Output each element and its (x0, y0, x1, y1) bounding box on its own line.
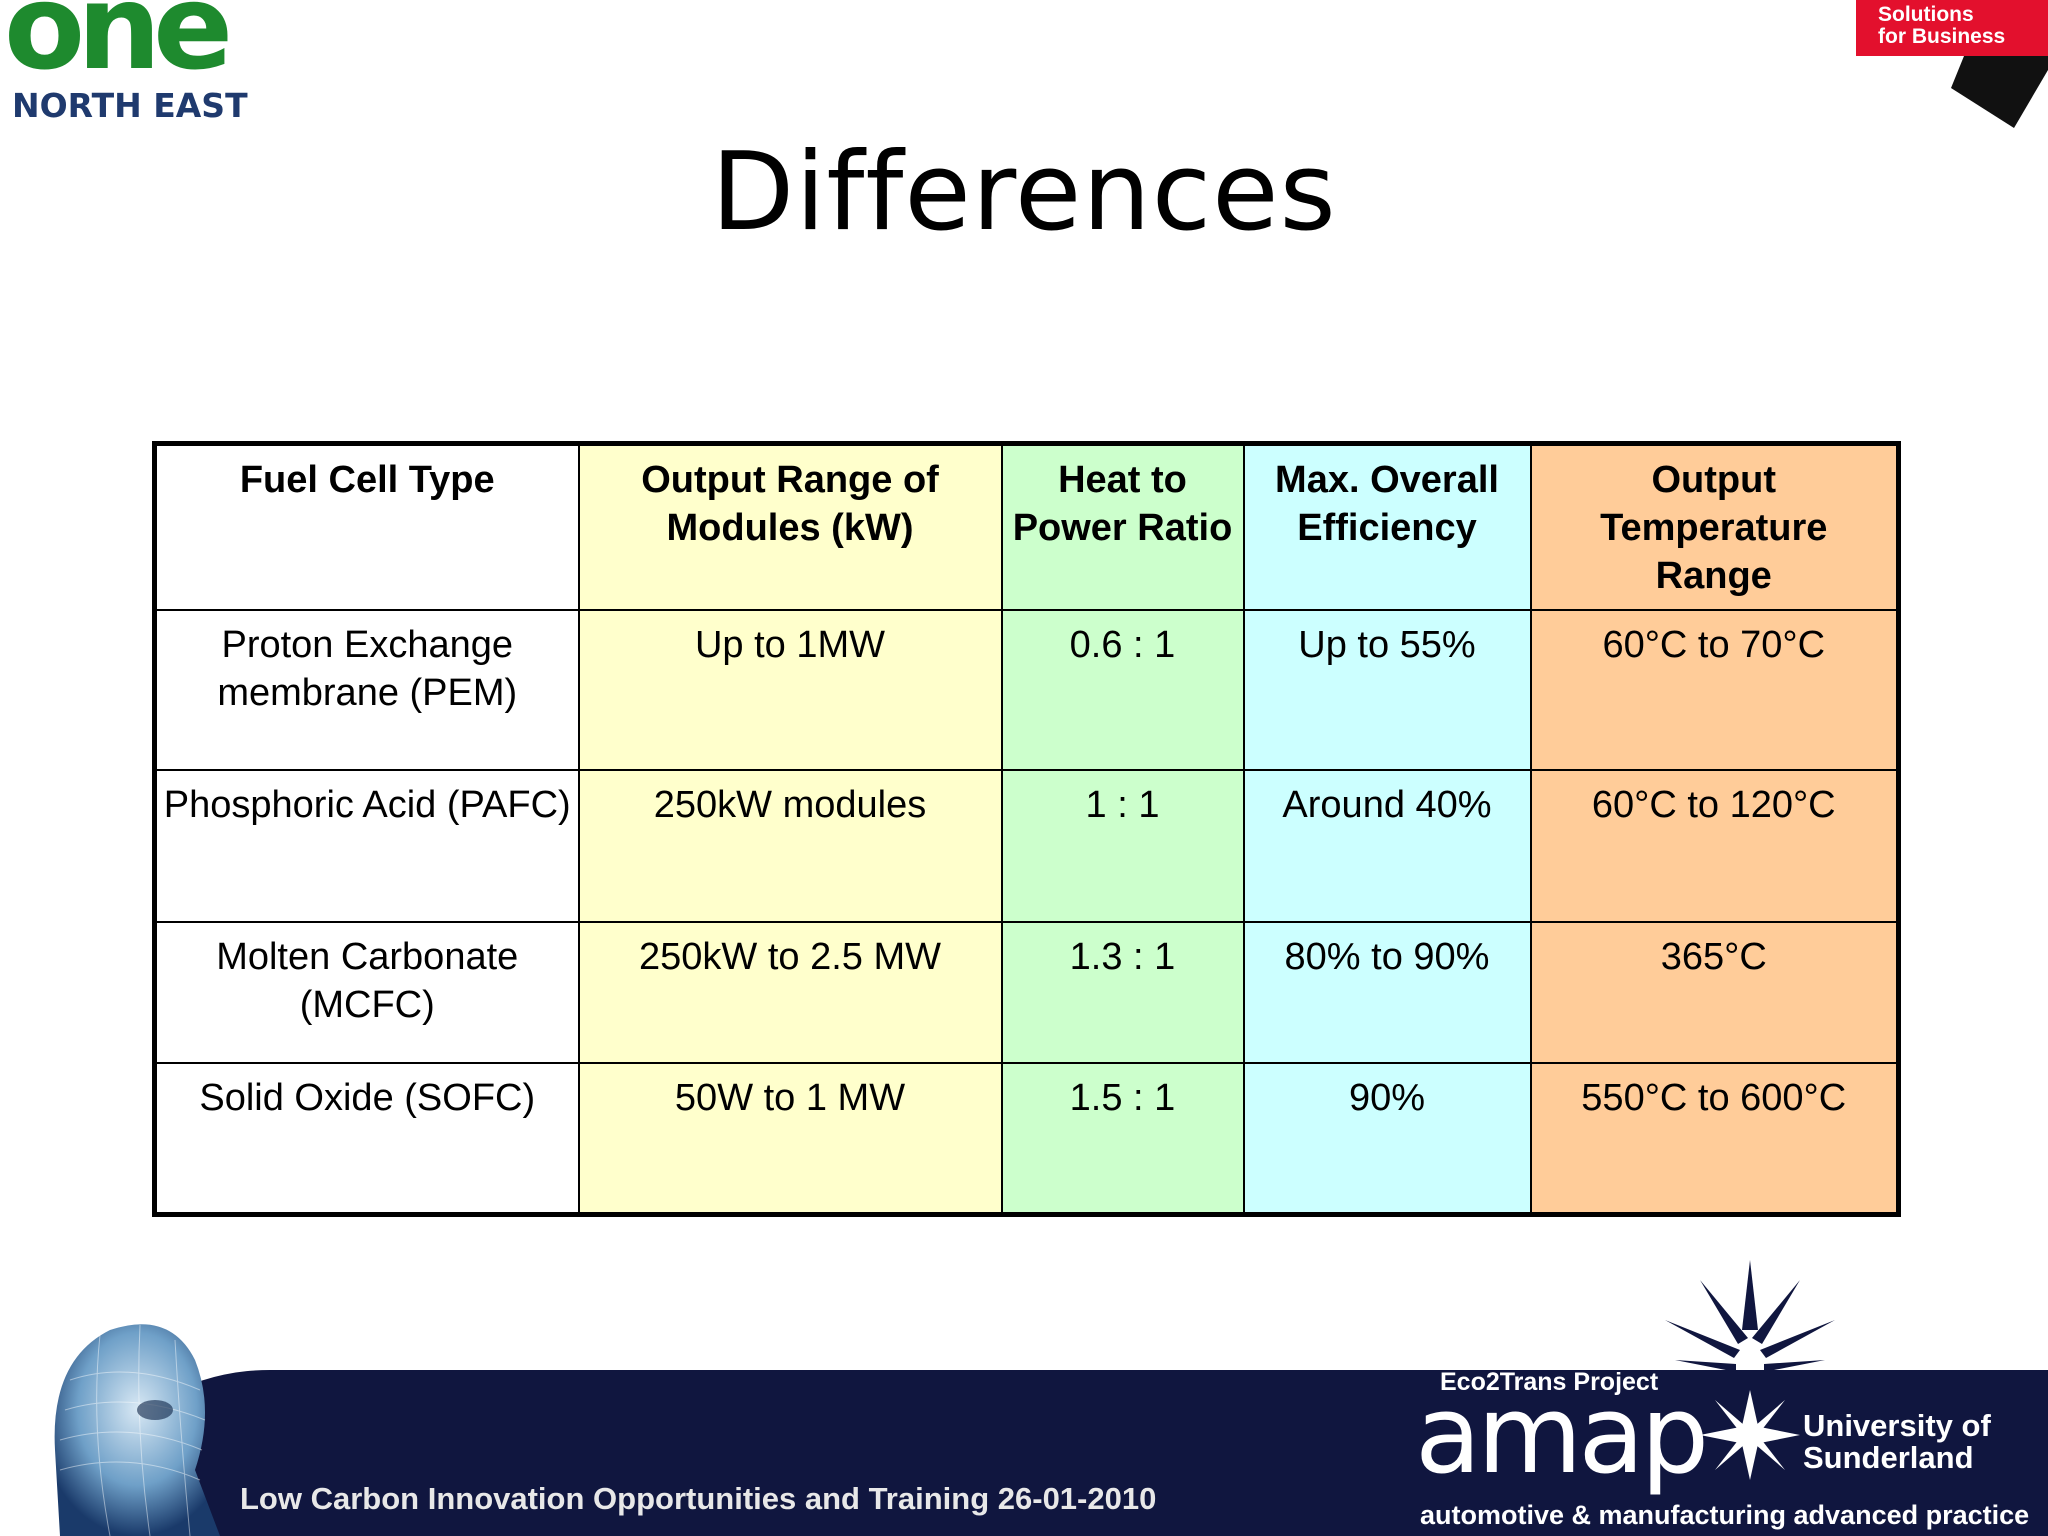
badge-black-ribbon (1951, 56, 2048, 128)
cell-temperature: 550°C to 600°C (1529, 1062, 1900, 1215)
amap-tagline: automotive & manufacturing advanced prac… (1420, 1500, 2030, 1530)
header-fuel-cell-type: Fuel Cell Type (153, 442, 580, 611)
header-output-temperature: Output Temperature Range (1529, 442, 1900, 611)
cell-temperature: 60°C to 120°C (1529, 769, 1900, 923)
slide-title: Differences (711, 130, 1337, 255)
cell-temperature: 60°C to 70°C (1529, 609, 1900, 771)
cell-output: 250kW to 2.5 MW (577, 921, 1003, 1064)
cell-ratio: 1 : 1 (1000, 769, 1245, 923)
cell-type: Phosphoric Acid (PAFC) (153, 769, 580, 923)
cell-output: 50W to 1 MW (577, 1062, 1003, 1215)
cell-efficiency: Up to 55% (1242, 609, 1532, 771)
table-header-row: Fuel Cell Type Output Range of Modules (… (153, 442, 1900, 611)
table-row: Phosphoric Acid (PAFC) 250kW modules 1 :… (153, 769, 1900, 923)
wireframe-head-image (54, 1324, 220, 1536)
one-north-east-logo: one NORTH EAST (4, 0, 254, 125)
university-of-sunderland: University of Sunderland (1803, 1410, 1991, 1474)
table-row: Proton Exchange membrane (PEM) Up to 1MW… (153, 609, 1900, 771)
sunderland-star-logo (1665, 1260, 1835, 1480)
table-row: Solid Oxide (SOFC) 50W to 1 MW 1.5 : 1 9… (153, 1062, 1900, 1215)
header-heat-to-power: Heat to Power Ratio (1000, 442, 1245, 611)
cell-temperature: 365°C (1529, 921, 1900, 1064)
header-max-efficiency: Max. Overall Efficiency (1242, 442, 1532, 611)
amap-logo-text: amap (1415, 1373, 1709, 1498)
badge-line-2: for Business (1878, 25, 2006, 48)
badge-text: Solutions for Business (1878, 4, 2005, 48)
cell-efficiency: Around 40% (1242, 769, 1532, 923)
university-line-2: Sunderland (1803, 1440, 1974, 1475)
badge-red-panel: Solutions for Business (1856, 0, 2048, 56)
footer-caption: Low Carbon Innovation Opportunities and … (240, 1481, 1157, 1516)
cell-ratio: 1.3 : 1 (1000, 921, 1245, 1064)
cell-efficiency: 80% to 90% (1242, 921, 1532, 1064)
header-output-range: Output Range of Modules (kW) (577, 442, 1003, 611)
logo-one-word: one (4, 0, 233, 96)
cell-type: Molten Carbonate (MCFC) (153, 921, 580, 1064)
table-row: Molten Carbonate (MCFC) 250kW to 2.5 MW … (153, 921, 1900, 1064)
cell-ratio: 1.5 : 1 (1000, 1062, 1245, 1215)
badge-line-1: Solutions (1878, 3, 1974, 26)
logo-north-east: NORTH EAST (12, 86, 248, 125)
cell-output: Up to 1MW (577, 609, 1003, 771)
university-line-1: University of (1803, 1408, 1991, 1443)
cell-type: Solid Oxide (SOFC) (153, 1062, 580, 1215)
solutions-for-business-badge: Solutions for Business (1856, 0, 2048, 130)
cell-efficiency: 90% (1242, 1062, 1532, 1215)
cell-output: 250kW modules (577, 769, 1003, 923)
eco2trans-project-label: Eco2Trans Project (1440, 1368, 1659, 1396)
cell-type: Proton Exchange membrane (PEM) (153, 609, 580, 771)
fuel-cell-comparison-table: Fuel Cell Type Output Range of Modules (… (152, 441, 1901, 1217)
footer-banner: Low Carbon Innovation Opportunities and … (0, 1260, 2048, 1536)
cell-ratio: 0.6 : 1 (1000, 609, 1245, 771)
